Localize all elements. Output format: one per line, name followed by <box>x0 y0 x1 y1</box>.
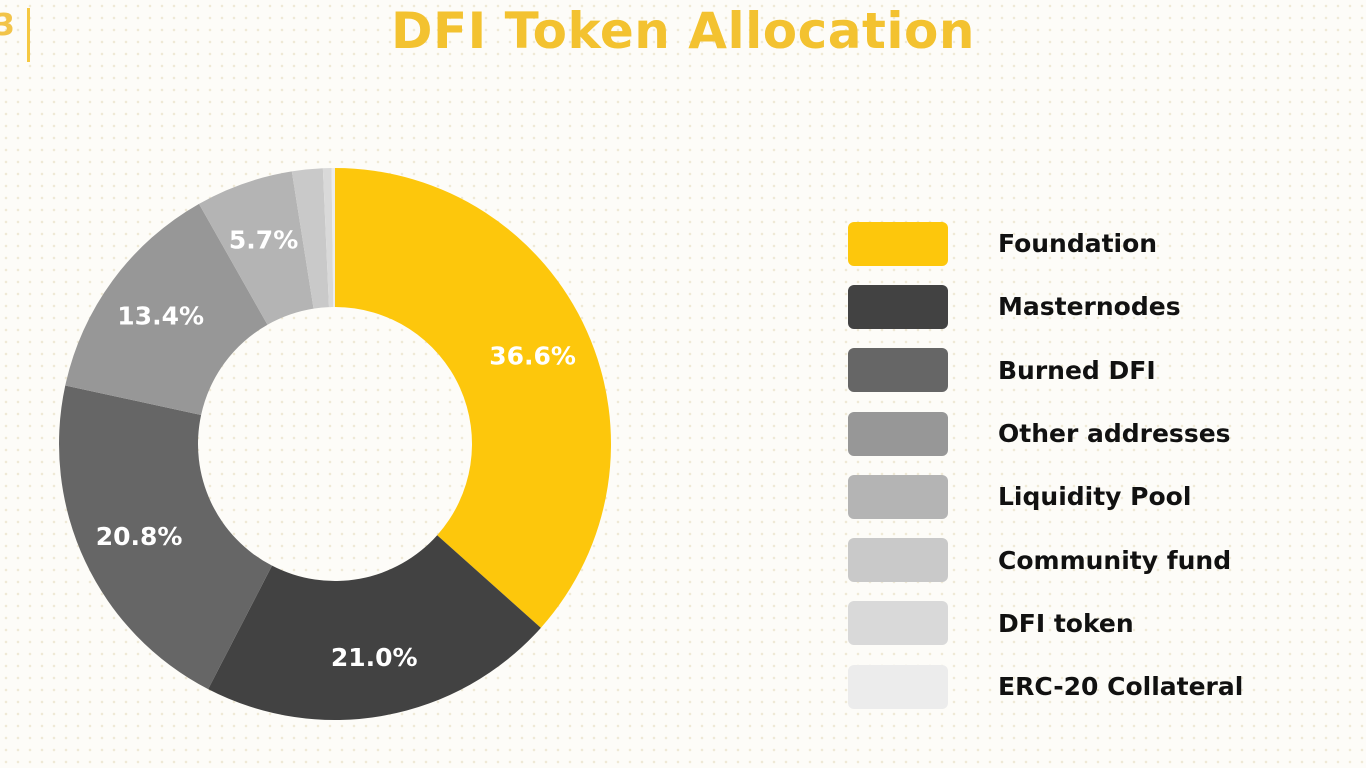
legend-item: Masternodes <box>848 275 1243 338</box>
slice-data-label: 20.8% <box>96 522 183 551</box>
slice-foundation <box>335 168 611 628</box>
legend-label: Community fund <box>998 545 1232 575</box>
legend-item: Other addresses <box>848 402 1243 465</box>
legend-item: Burned DFI <box>848 339 1243 402</box>
legend-label: Liquidity Pool <box>998 482 1192 512</box>
page-divider <box>27 8 30 62</box>
slice-data-label: 21.0% <box>331 643 418 672</box>
slice-community-fund <box>291 168 329 309</box>
legend-swatch <box>848 284 948 329</box>
legend-swatch <box>848 474 948 519</box>
legend-swatch <box>848 221 948 266</box>
legend-label: Foundation <box>998 229 1158 259</box>
legend-label: DFI token <box>998 608 1134 638</box>
slice-other-addresses <box>65 203 268 415</box>
legend: Foundation Masternodes Burned DFI Other add… <box>848 212 1243 718</box>
legend-item: ERC-20 Collateral <box>848 655 1243 718</box>
legend-swatch <box>848 664 948 709</box>
page-number: 3 <box>0 8 15 43</box>
legend-label: Masternodes <box>998 292 1181 322</box>
donut-chart: 36.6% 21.0% 20.8% 13.4% 5.7% <box>58 168 611 720</box>
legend-label: Other addresses <box>998 419 1231 449</box>
slice-data-label: 13.4% <box>117 302 204 331</box>
legend-item: DFI token <box>848 592 1243 655</box>
legend-item: Liquidity Pool <box>848 465 1243 528</box>
slice-burned-dfi <box>58 385 273 690</box>
legend-swatch <box>848 538 948 583</box>
legend-label: Burned DFI <box>998 355 1156 385</box>
slice-data-label: 36.6% <box>489 342 576 371</box>
legend-swatch <box>848 601 948 646</box>
legend-item: Foundation <box>848 212 1243 275</box>
slice-dfi-token <box>322 168 334 308</box>
slice-data-label: 5.7% <box>229 226 298 255</box>
legend-label: ERC-20 Collateral <box>998 672 1244 702</box>
slice-masternodes <box>208 535 541 720</box>
chart-title: DFI Token Allocation <box>391 2 975 60</box>
legend-swatch <box>848 411 948 456</box>
slice-erc-20-collateral <box>331 168 335 308</box>
legend-swatch <box>848 348 948 393</box>
legend-item: Community fund <box>848 528 1243 591</box>
slice-liquidity-pool <box>199 171 314 325</box>
